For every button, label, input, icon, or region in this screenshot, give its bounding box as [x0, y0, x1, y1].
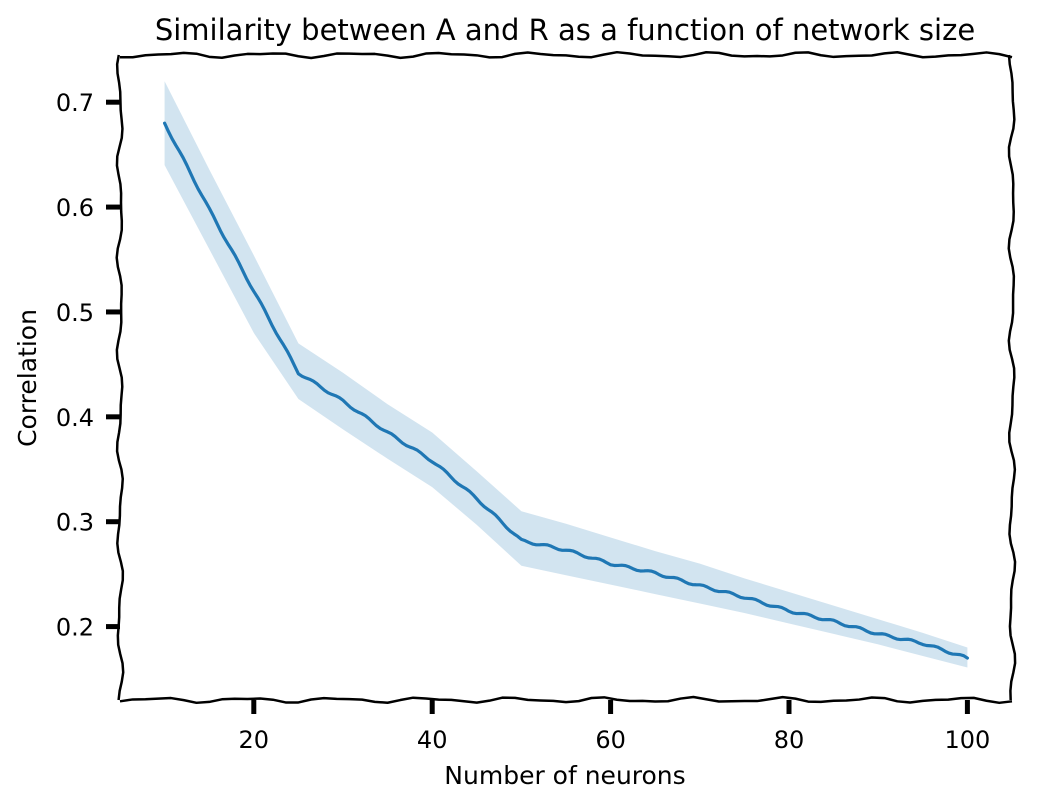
series-line — [163, 121, 969, 660]
confidence-band — [164, 81, 968, 668]
y-tick-label: 0.4 — [56, 404, 94, 432]
axis-top — [119, 50, 1013, 60]
axis-bottom — [119, 695, 1013, 705]
y-tick-label: 0.7 — [56, 89, 94, 117]
y-tick-label: 0.3 — [56, 509, 94, 537]
x-tick-label: 60 — [595, 726, 626, 754]
x-axis-label: Number of neurons — [444, 761, 685, 790]
x-tick-label: 20 — [239, 726, 270, 754]
y-tick-label: 0.6 — [56, 194, 94, 222]
x-tick-label: 80 — [774, 726, 805, 754]
x-tick-label: 100 — [944, 726, 990, 754]
y-tick-label: 0.5 — [56, 299, 94, 327]
x-tick-label: 40 — [417, 726, 448, 754]
axis-left — [115, 54, 125, 701]
axis-right — [1007, 54, 1017, 701]
y-axis-label: Correlation — [13, 309, 42, 447]
y-tick-label: 0.2 — [56, 614, 94, 642]
chart-title: Similarity between A and R as a function… — [155, 13, 975, 47]
